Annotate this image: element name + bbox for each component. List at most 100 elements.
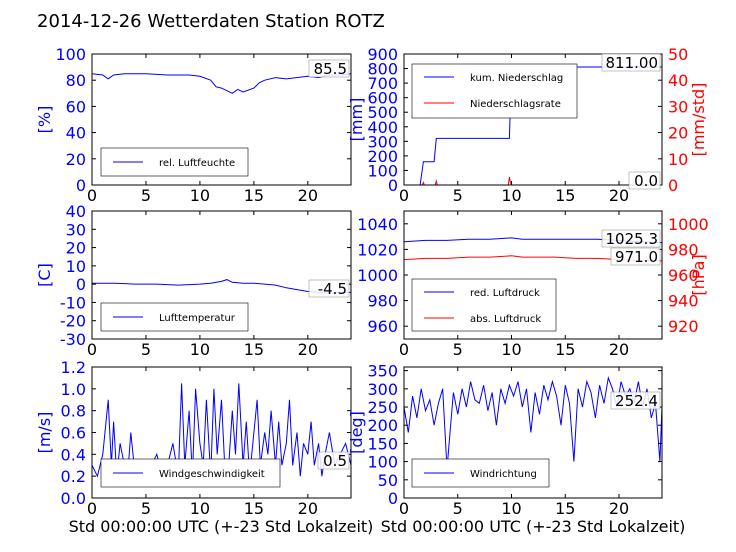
x-tick-label: 10 [501,340,521,359]
y-axis-label: [C] [35,263,54,287]
y2-tick-label: 40 [668,71,688,90]
value-label: 0.5 [323,452,347,470]
legend-label: abs. Luftdruck [470,314,541,325]
x-tick-label: 20 [609,499,629,518]
y-tick-label: 40 [66,124,86,143]
series-line-humidity-0 [91,73,352,94]
axes-frame [91,53,352,186]
axes-frame [91,210,352,340]
axes-frame [403,366,663,499]
value-label-box [628,171,661,190]
y-tick-label: 1.0 [61,380,86,399]
value-label-box [610,247,661,266]
panel-pressure: 0 5 10 15 20 960 980 1000 1020 1040 920 940 960 980 10… [357,210,709,359]
x-tick-label: 15 [244,340,264,359]
y-tick-label: -20 [60,312,86,331]
value-label: 811.00 [606,54,659,72]
x-tick-label: 20 [609,186,629,205]
legend-label: Windrichtung [470,469,537,480]
y2-tick-label: 50 [668,45,688,64]
y-tick-label: 960 [367,317,398,336]
y2-axis-label: [mm/std] [689,83,708,157]
x-tick-label: 5 [453,186,463,205]
x-tick-label: 0 [399,499,409,518]
y-tick-label: 20 [66,239,86,258]
x-tick-label: 10 [501,499,521,518]
y2-tick-label: 30 [668,97,688,116]
value-label-box [317,451,350,470]
y-tick-label: 100 [55,45,86,64]
y-tick-label: 0 [388,489,398,508]
y2-tick-label: 980 [668,240,699,259]
x-tick-label: 0 [87,340,97,359]
x-tick-label: 5 [141,186,151,205]
y2-tick-label: 920 [668,317,699,336]
y2-tick-label: 10 [668,150,688,169]
y2-axis-label: [hPa] [689,254,708,295]
value-label: 85.5 [314,60,347,78]
y-tick-label: 1020 [357,240,398,259]
x-tick-label: 15 [555,186,575,205]
panel-precipitation: 0 5 10 15 2001002003004005006007008009000102… [347,45,708,205]
value-label-box [601,53,661,72]
value-label: 971.0 [615,248,658,266]
y-tick-label: 1040 [357,215,398,234]
x-tick-label: 20 [298,186,318,205]
axes-frame [403,53,663,186]
x-tick-label: 5 [141,499,151,518]
y-tick-label: 700 [367,74,398,93]
value-label: -4.5 [318,280,347,298]
y-axis-label: [%] [35,106,54,134]
x-tick-label: 5 [453,340,463,359]
panel-windspeed: 0 5 10 15 20 0.0 0.2 0.4 0.6 0.8 1.0 1.2 [m/s] Windge… [35,358,352,518]
y-tick-label: 0.6 [61,424,86,443]
figure-title: 2014-12-26 Wetterdaten Station ROTZ [37,11,385,32]
y-axis-label: [m/s] [35,412,54,454]
y-tick-label: 500 [367,103,398,122]
value-label: 1025.3 [606,230,659,248]
legend-label: Lufttemperatur [159,313,236,324]
y-tick-label: 300 [367,380,398,399]
x-tick-label: 15 [555,499,575,518]
x-tick-label: 0 [399,186,409,205]
x-tick-label: 20 [298,340,318,359]
value-label-box [610,391,661,410]
x-axis-label-right: Std 00:00:00 UTC (+-23 Std Lokalzeit) [381,517,686,536]
x-tick-label: 15 [555,340,575,359]
y-tick-label: 60 [66,97,86,116]
y-tick-label: -10 [60,293,86,312]
value-label: 252.4 [615,392,658,410]
y-tick-label: 200 [367,416,398,435]
y-tick-label: 30 [66,220,86,239]
panel-temperature: 0 5 10 15 20-30-20-10010203040[C]Lufttempera… [35,202,352,359]
legend-label: rel. Luftfeuchte [159,158,235,169]
series-line-precipitation-1 [404,177,662,186]
y-tick-label: 50 [378,471,398,490]
y2-tick-label: 960 [668,266,699,285]
y-tick-label: -30 [60,330,86,349]
legend-label: kum. Niederschlag [470,73,563,84]
x-tick-label: 5 [453,499,463,518]
y2-tick-label: 940 [668,292,699,311]
y-axis-label: [mm] [347,98,366,142]
value-label-box [601,229,661,248]
value-label: 0.0 [634,172,658,190]
y-tick-label: 40 [66,202,86,221]
x-tick-label: 0 [399,340,409,359]
legend-label: Niederschlagsrate [470,99,561,110]
x-tick-label: 20 [609,340,629,359]
y-tick-label: 1.2 [61,358,86,377]
y-tick-label: 10 [66,257,86,276]
y-tick-label: 150 [367,434,398,453]
y-tick-label: 800 [367,60,398,79]
legend-label: red. Luftdruck [470,288,540,299]
x-tick-label: 15 [244,499,264,518]
y-tick-label: 100 [367,453,398,472]
y-tick-label: 0 [76,275,86,294]
y-tick-label: 0.4 [61,445,86,464]
legend-label: Windgeschwindigkeit [159,469,265,480]
y-tick-label: 20 [66,150,86,169]
y-tick-label: 900 [367,45,398,64]
